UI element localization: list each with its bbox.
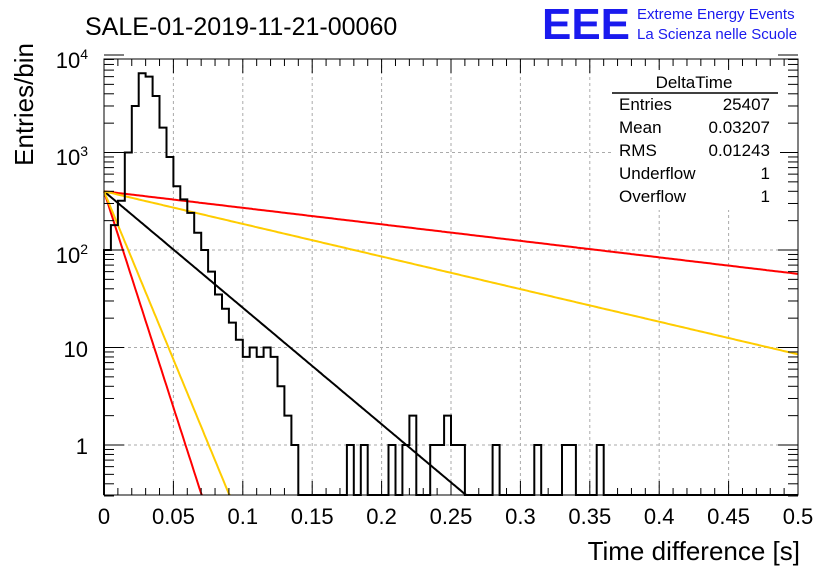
y-axis-title: Entries/bin bbox=[9, 43, 39, 166]
stats-row-label: Entries bbox=[619, 95, 672, 114]
stats-row-value: 1 bbox=[761, 164, 770, 183]
stats-row-value: 1 bbox=[761, 187, 770, 206]
stats-row-value: 0.01243 bbox=[709, 141, 770, 160]
logo-mark: EEE bbox=[542, 0, 630, 49]
logo-line2: La Scienza nelle Scuole bbox=[637, 26, 797, 43]
x-tick-label: 0.3 bbox=[505, 504, 536, 529]
logo-line1: Extreme Energy Events bbox=[637, 6, 795, 23]
stats-box-title: DeltaTime bbox=[656, 73, 733, 92]
x-tick-labels: 0 0.05 0.1 0.15 0.2 0.25 0.3 0.35 0.4 0.45 0.5 bbox=[98, 504, 813, 529]
x-tick-label: 0.15 bbox=[291, 504, 334, 529]
x-tick-label: 0.05 bbox=[152, 504, 195, 529]
x-tick-label: 0.1 bbox=[228, 504, 259, 529]
stats-row-label: Mean bbox=[619, 118, 662, 137]
x-tick-label: 0.5 bbox=[783, 504, 814, 529]
y-tick-label-1: 1 bbox=[76, 434, 88, 459]
x-tick-label: 0.45 bbox=[707, 504, 750, 529]
fit-line bbox=[103, 190, 799, 275]
y-tick-label-100: 102 bbox=[56, 241, 88, 268]
y-tick-label-10: 10 bbox=[64, 337, 88, 362]
y-tick-label-10000: 104 bbox=[56, 46, 88, 73]
y-tick-labels: 104 103 102 10 1 bbox=[56, 46, 88, 459]
x-tick-label: 0.35 bbox=[568, 504, 611, 529]
fit-line bbox=[103, 190, 799, 356]
x-tick-label: 0.4 bbox=[644, 504, 675, 529]
fit-line bbox=[103, 190, 231, 496]
stats-row-value: 25407 bbox=[723, 95, 770, 114]
stats-row-value: 0.03207 bbox=[709, 118, 770, 137]
x-tick-label: 0 bbox=[98, 504, 110, 529]
chart-title: SALE-01-2019-11-21-00060 bbox=[85, 13, 397, 41]
axis-ticks bbox=[103, 54, 799, 497]
stats-row-label: Overflow bbox=[619, 187, 687, 206]
x-axis-title: Time difference [s] bbox=[588, 536, 800, 566]
eee-logo: EEE Extreme Energy Events La Scienza nel… bbox=[542, 0, 797, 49]
x-tick-label: 0.2 bbox=[366, 504, 397, 529]
y-tick-label-1000: 103 bbox=[56, 143, 88, 170]
fit-line bbox=[103, 190, 203, 496]
stats-box: DeltaTime Entries 25407 Mean 0.03207 RMS… bbox=[612, 70, 780, 210]
stats-row-label: RMS bbox=[619, 141, 657, 160]
grid-lines bbox=[104, 59, 798, 495]
stats-row-label: Underflow bbox=[619, 164, 696, 183]
x-tick-label: 0.25 bbox=[430, 504, 473, 529]
